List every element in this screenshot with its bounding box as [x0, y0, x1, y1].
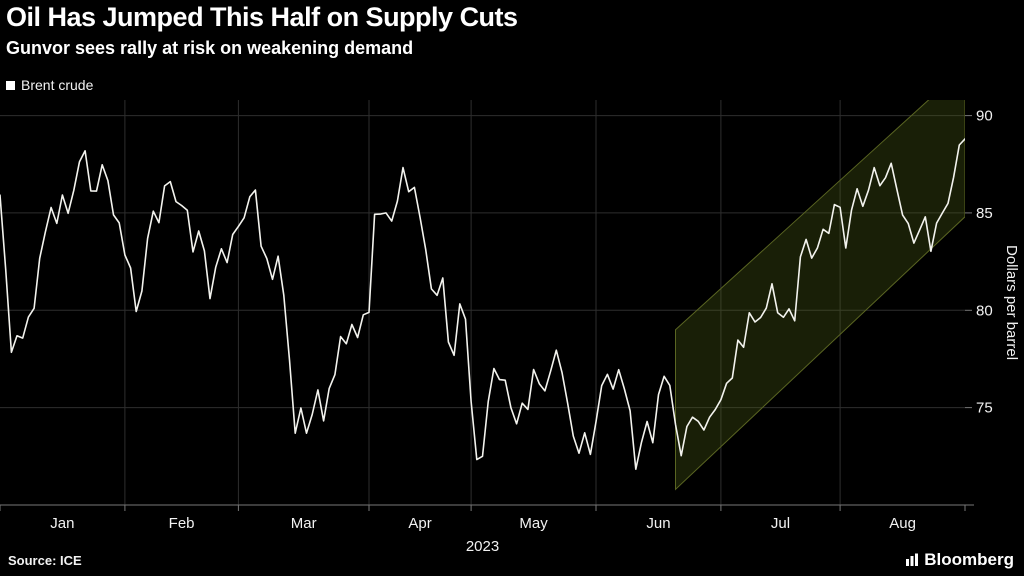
legend-swatch-icon [6, 80, 15, 90]
x-axis-year-label: 2023 [466, 538, 499, 555]
brent-crude-series-line [0, 138, 965, 471]
x-tick-label: Mar [291, 515, 317, 532]
bloomberg-bars-icon [906, 553, 919, 566]
legend: Brent crude [6, 77, 93, 93]
y-tick-label: 85 [976, 205, 993, 222]
y-tick-label: 80 [976, 302, 993, 319]
y-tick-label: 90 [976, 108, 993, 125]
source-text: Source: ICE [8, 553, 82, 568]
x-tick-label: Jan [50, 515, 74, 532]
x-tick-label: Aug [889, 515, 916, 532]
y-axis-title: Dollars per barrel [1003, 245, 1020, 360]
chart-subtitle: Gunvor sees rally at risk on weakening d… [6, 38, 414, 58]
trend-channel [675, 100, 965, 491]
chart-title: Oil Has Jumped This Half on Supply Cuts [6, 2, 518, 32]
x-tick-label: Feb [169, 515, 195, 532]
bloomberg-logo: Bloomberg [905, 550, 1014, 570]
legend-label: Brent crude [21, 77, 94, 93]
y-tick-label: 75 [976, 400, 993, 417]
x-tick-label: Jun [646, 515, 670, 532]
x-tick-label: May [519, 515, 548, 532]
chart-canvas: Jan Feb Mar Apr May Jun Jul Aug 2023 75 80 85 90 Doll… [0, 92, 1024, 562]
x-tick-label: Apr [408, 515, 431, 532]
brent-crude-line-chart: Jan Feb Mar Apr May Jun Jul Aug 2023 75 80 85 90 Doll… [0, 100, 1020, 555]
x-tick-label: Jul [771, 515, 790, 532]
bloomberg-wordmark: Bloomberg [924, 550, 1014, 569]
